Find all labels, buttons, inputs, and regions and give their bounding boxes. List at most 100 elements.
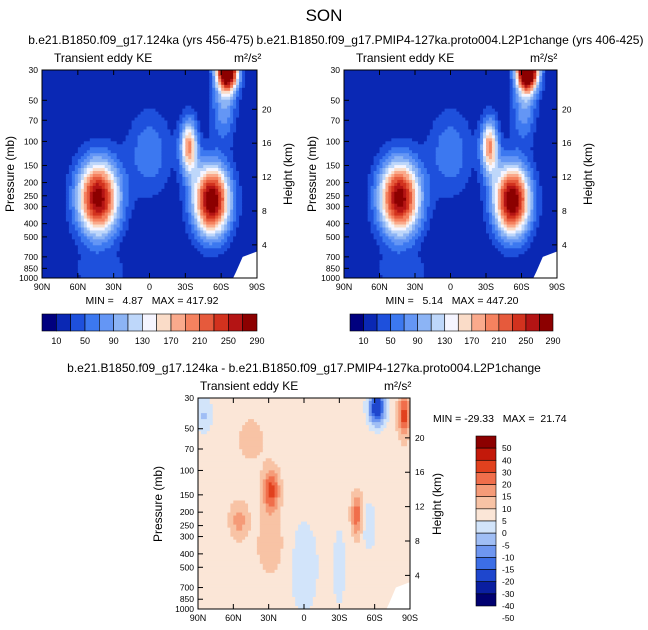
panel-1-field-cell (200, 185, 204, 190)
panel-1-field-cell (215, 114, 219, 119)
panel-1-field-cell (233, 224, 240, 229)
panel-1-field-cell (42, 230, 70, 235)
panel-2-field-cell (530, 215, 534, 220)
panel-1-field-cell (233, 176, 240, 181)
panel-3-field-cell (198, 512, 229, 517)
panel-1-field-cell (74, 224, 79, 229)
panel-1-field-cell (218, 129, 231, 133)
panel-2-field-cell (415, 239, 425, 243)
panel-2-field-cell (527, 197, 531, 202)
panel-1-field-cell (206, 188, 210, 193)
panel-3-field-cell (239, 443, 264, 447)
panel-2-field-cell (382, 174, 387, 178)
panel-1-field-cell (77, 206, 82, 211)
panel-2-field-cell (533, 156, 557, 160)
panel-2-field-cell (500, 150, 523, 154)
panel-3-field-cell (259, 488, 264, 493)
panel-3-field-cell (245, 500, 261, 505)
panel-3-field-cell (198, 557, 261, 562)
panel-1-field-cell (227, 168, 234, 172)
panel-3-field-cell (198, 575, 293, 580)
panel-1-field-cell (242, 81, 246, 86)
panel-3-field-cell (212, 407, 364, 411)
panel-3-field-cell (389, 410, 396, 414)
panel-2-field-cell (367, 179, 375, 184)
panel-2-field-cell (379, 209, 384, 214)
panel-2-field-cell (412, 206, 416, 211)
panel-2-field-cell (385, 230, 392, 235)
panel-3-field-cell (268, 494, 276, 499)
panel-1-field-cell (113, 239, 124, 243)
panel-2-field-cell (373, 221, 381, 226)
panel-2-field-cell (344, 257, 384, 261)
panel-2-field-cell (536, 212, 543, 217)
panel-1-field-cell (116, 171, 121, 175)
panel-1-colorbar-box (56, 313, 71, 332)
panel-1-field-cell (230, 171, 234, 175)
panel-1-field-cell (104, 212, 109, 217)
panel-3-field-cell (354, 539, 361, 544)
panel-3-field-cell (198, 452, 243, 456)
panel-1-field-cell (215, 108, 219, 113)
panel-2-field-cell (391, 188, 395, 193)
panel-2-field-cell (494, 165, 499, 169)
panel-2-field-cell (515, 212, 520, 217)
panel-3-field-cell (354, 488, 361, 493)
panel-2-field-cell (370, 203, 375, 208)
panel-3-field-cell (268, 491, 276, 496)
panel-2-colorbar-box (430, 313, 446, 332)
panel-1-height-tick-label: 20 (262, 104, 272, 114)
panel-2-field-cell (512, 75, 517, 80)
panel-1-field-cell (182, 212, 189, 217)
panel-1-field-cell (110, 188, 115, 193)
panel-2-field-cell (409, 171, 413, 175)
panel-2-field-cell (429, 221, 487, 226)
panel-2-field-cell (459, 135, 481, 139)
panel-2-field-cell (539, 93, 543, 98)
panel-1-colorbar-label: 250 (221, 336, 236, 346)
panel-1-field-cell (218, 99, 231, 104)
panel-3-field-cell (277, 503, 284, 508)
panel-1-field-cell (161, 162, 180, 166)
panel-2-field-cell (536, 165, 557, 169)
panel-1-field-cell (74, 197, 79, 202)
panel-1-field-cell (218, 209, 222, 214)
panel-1-field-cell (194, 191, 198, 196)
panel-1-field-cell (230, 90, 234, 95)
panel-3-field-cell (312, 533, 337, 538)
panel-2-field-cell (483, 215, 490, 220)
panel-3-field-cell (348, 506, 352, 511)
panel-2-field-cell (527, 188, 531, 193)
panel-1-field-cell (224, 176, 228, 181)
panel-2-field-cell (533, 132, 557, 136)
panel-1-field-cell (131, 123, 169, 128)
panel-2-field-cell (512, 70, 517, 74)
panel-1-variable-label: Transient eddy KE (54, 51, 152, 65)
panel-1-field-cell (194, 141, 198, 145)
panel-3-field-cell (280, 527, 299, 532)
panel-2-field-cell (494, 150, 499, 154)
panel-3-field-cell (295, 533, 314, 538)
panel-2-field-cell (373, 179, 378, 184)
panel-1-y-tick-label: 250 (24, 191, 38, 201)
panel-2-field-cell (367, 212, 375, 217)
panel-3-field-cell (292, 548, 317, 553)
panel-1-field-cell (212, 75, 216, 80)
panel-2-field-cell (518, 168, 523, 172)
panel-1-field-cell (233, 212, 237, 217)
panel-3-field-cell (380, 425, 388, 429)
panel-3-field-cell (380, 431, 399, 435)
panel-2-field-cell (344, 233, 375, 237)
panel-2-field-cell (379, 266, 425, 270)
panel-1-field-cell (80, 191, 85, 196)
panel-2-field-cell (539, 72, 543, 77)
panel-2-field-cell (409, 168, 413, 172)
panel-3-field-cell (401, 398, 408, 402)
panel-2-x-tick-label: 0 (448, 282, 453, 292)
panel-1-y-tick-label: 850 (24, 263, 38, 273)
panel-2-field-cell (415, 191, 419, 196)
panel-1-field-cell (83, 168, 88, 172)
panel-1-field-cell (42, 93, 210, 98)
panel-2-field-cell (494, 197, 499, 202)
panel-2-field-cell (480, 129, 484, 133)
